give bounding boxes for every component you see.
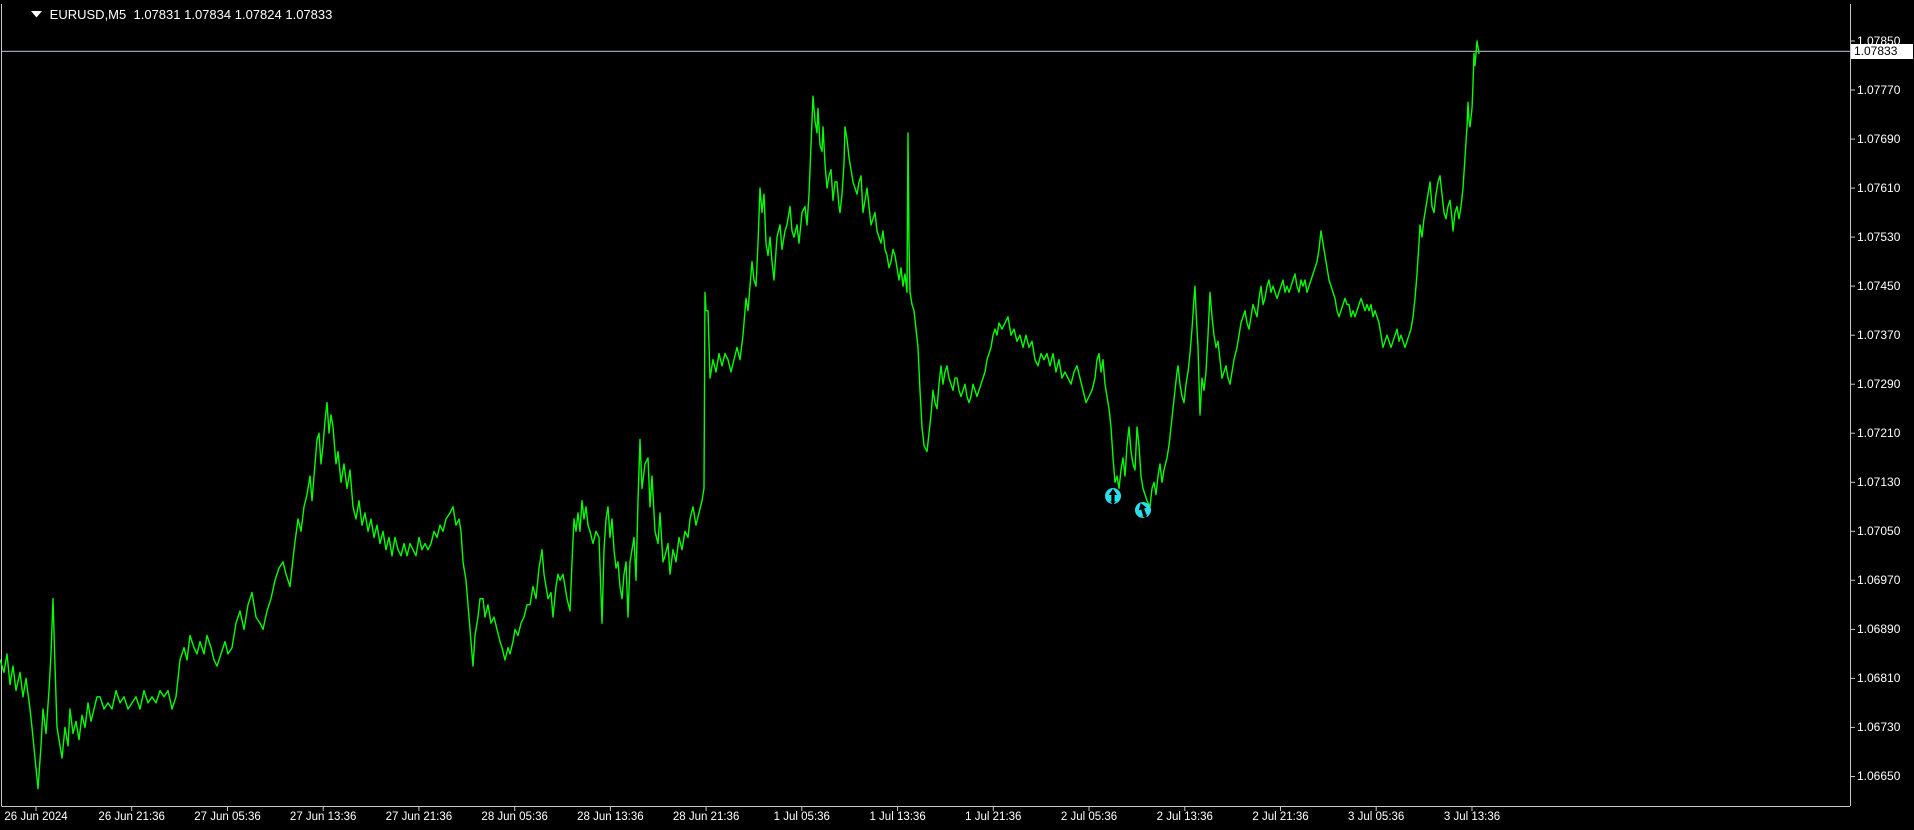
time-axis-ticks (35, 806, 1473, 811)
ohlc-high: 1.07834 (184, 6, 232, 22)
price-axis-label: 1.06810 (1857, 670, 1901, 685)
time-axis-label: 2 Jul 21:36 (1252, 811, 1309, 823)
ohlc-low: 1.07824 (234, 6, 282, 22)
time-axis-label: 26 Jun 2024 (4, 811, 68, 823)
trade-marker-up-arrow-icon[interactable] (1133, 500, 1153, 521)
price-axis-label: 1.06970 (1857, 572, 1901, 587)
price-axis-label: 1.07370 (1857, 327, 1901, 342)
price-axis-label: 1.07290 (1857, 376, 1901, 391)
time-axis-label: 3 Jul 05:36 (1348, 811, 1405, 823)
time-axis-label: 1 Jul 05:36 (773, 811, 830, 823)
trade-marker-up-arrow-icon[interactable] (1105, 488, 1121, 505)
price-axis-label: 1.07450 (1857, 278, 1901, 293)
time-axis-label: 28 Jun 05:36 (481, 811, 548, 823)
time-axis-label: 27 Jun 13:36 (289, 811, 357, 823)
price-axis-label: 1.07770 (1857, 82, 1901, 97)
trade-markers (1105, 488, 1153, 521)
price-axis-label: 1.06730 (1857, 719, 1901, 734)
price-axis-label: 1.06650 (1857, 769, 1901, 783)
price-axis-label: 1.07690 (1857, 131, 1901, 146)
price-axis-label: 1.07210 (1857, 425, 1901, 440)
price-line-series (0, 40, 1480, 790)
price-axis-label: 1.07130 (1857, 474, 1901, 489)
time-axis-label: 2 Jul 05:36 (1060, 811, 1118, 823)
symbol-dropdown-icon[interactable] (8, 10, 43, 18)
time-axis-label: 28 Jun 21:36 (672, 811, 740, 823)
time-axis-label: 3 Jul 13:36 (1443, 811, 1501, 823)
current-price-label: 1.07833 (1851, 43, 1913, 59)
time-axis-label: 28 Jun 13:36 (577, 811, 644, 823)
time-axis-label: 1 Jul 21:36 (965, 811, 1022, 823)
price-axis-label: 1.07050 (1857, 523, 1901, 538)
symbol-period-label: EURUSD,M5 (49, 6, 127, 22)
price-axis-ticks (1850, 40, 1855, 777)
price-axis-label: 1.07530 (1857, 229, 1901, 244)
ohlc-open: 1.07831 (133, 6, 181, 22)
time-axis-label: 27 Jun 05:36 (194, 811, 261, 823)
price-axis-label: 1.07610 (1857, 180, 1901, 195)
ohlc-close: 1.07833 (285, 6, 333, 22)
price-axis-label: 1.06890 (1857, 621, 1901, 636)
time-axis-label: 27 Jun 21:36 (385, 811, 453, 823)
header-spacer (126, 7, 133, 22)
chart-header: EURUSD,M5 1.07831 1.07834 1.07824 1.0783… (8, 5, 332, 23)
time-axis-label: 26 Jun 21:36 (98, 811, 165, 823)
time-axis-label: 2 Jul 13:36 (1156, 811, 1213, 823)
time-axis-label: 1 Jul 13:36 (869, 811, 926, 823)
